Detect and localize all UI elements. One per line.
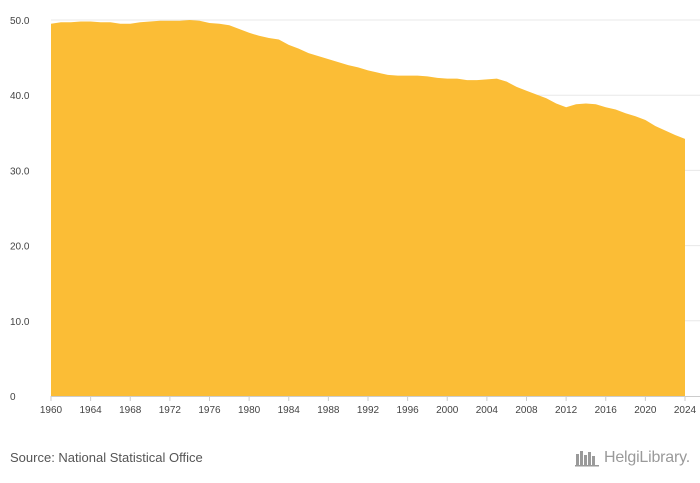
x-tick-label: 2016 (595, 405, 618, 416)
area-chart: 010.020.030.040.050.0 1960 1964 1968 1972 19… (10, 16, 700, 416)
x-tick-label: 2000 (436, 405, 459, 416)
helgilibrary-logo: HelgiLibrary. (574, 449, 690, 467)
books-icon (574, 451, 599, 467)
y-tick-label: 40.0 (10, 91, 30, 102)
x-tick-label: 1976 (198, 405, 221, 416)
x-tick-label: 1988 (317, 405, 340, 416)
logo-text: HelgiLibrary. (603, 449, 690, 466)
x-tick-label: 2024 (674, 405, 697, 416)
y-tick-labels: 0 10.0 20.0 30.0 40.0 50.0 (10, 16, 30, 403)
x-tick-label: 2004 (476, 405, 499, 416)
y-tick-label: 20.0 (10, 242, 30, 253)
x-tick-label: 2008 (515, 405, 538, 416)
x-tick-label: 1964 (80, 405, 103, 416)
x-tick-label: 1960 (40, 405, 63, 416)
x-tick-label: 1980 (238, 405, 261, 416)
area-series (50, 19, 686, 396)
x-tick-label: 2020 (634, 405, 657, 416)
x-tick-label: 1968 (119, 405, 142, 416)
y-tick-label: 10.0 (10, 317, 30, 328)
x-tick-label: 1984 (278, 405, 301, 416)
y-tick-label: 50.0 (10, 16, 30, 27)
source-note: Source: National Statistical Office (10, 450, 203, 465)
axes (50, 396, 700, 401)
x-tick-labels: 1960 1964 1968 1972 1976 1980 1984 1988 1992 1996… (40, 405, 697, 416)
x-tick-label: 2012 (555, 405, 578, 416)
y-tick-label: 0 (10, 392, 16, 403)
area-series-fill (51, 20, 685, 396)
x-tick-label: 1996 (397, 405, 420, 416)
x-tick-label: 1972 (159, 405, 182, 416)
x-tick-label: 1992 (357, 405, 380, 416)
y-tick-label: 30.0 (10, 166, 30, 177)
